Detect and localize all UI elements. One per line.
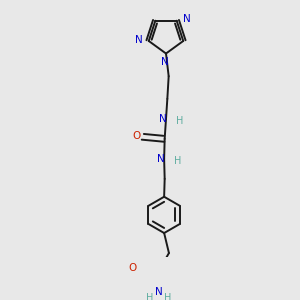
Text: N: N xyxy=(183,14,191,24)
Text: N: N xyxy=(157,154,165,164)
Text: N: N xyxy=(159,114,167,124)
Text: O: O xyxy=(133,131,141,141)
Text: N: N xyxy=(135,34,142,45)
Text: H: H xyxy=(146,293,153,300)
Text: H: H xyxy=(164,293,171,300)
Text: O: O xyxy=(129,263,137,273)
Text: N: N xyxy=(155,287,163,297)
Text: N: N xyxy=(161,56,169,67)
Text: H: H xyxy=(174,156,182,166)
Text: H: H xyxy=(176,116,184,126)
